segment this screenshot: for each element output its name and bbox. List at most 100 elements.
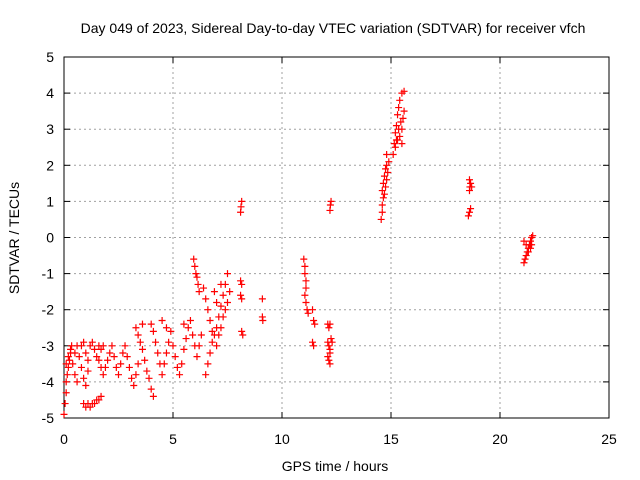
data-point <box>325 356 333 364</box>
data-point <box>99 371 107 379</box>
data-point <box>112 363 120 371</box>
data-point <box>86 403 94 411</box>
data-point <box>237 277 245 285</box>
data-point <box>77 363 85 371</box>
data-point <box>99 342 107 350</box>
data-point <box>171 353 179 361</box>
data-point <box>522 252 530 260</box>
data-point <box>152 338 160 346</box>
data-point <box>61 400 69 408</box>
data-point <box>392 122 400 130</box>
data-point <box>125 363 133 371</box>
data-point <box>62 389 70 397</box>
data-point <box>106 349 114 357</box>
data-point <box>84 367 92 375</box>
data-point <box>141 356 149 364</box>
data-point <box>82 349 90 357</box>
x-tick-label: 20 <box>492 431 508 447</box>
data-point <box>154 349 162 357</box>
data-point <box>383 161 391 169</box>
data-point <box>224 298 231 306</box>
data-point <box>311 320 319 328</box>
data-point <box>160 360 168 368</box>
data-point <box>110 353 118 361</box>
data-point <box>520 237 528 245</box>
data-point <box>527 237 535 245</box>
data-point <box>86 342 94 350</box>
data-point <box>301 291 309 299</box>
data-point <box>465 176 473 184</box>
data-point <box>134 360 142 368</box>
data-point <box>226 288 234 296</box>
data-point <box>379 194 387 202</box>
data-point <box>213 342 221 350</box>
data-point <box>210 288 218 296</box>
y-tick-label: -1 <box>42 266 55 282</box>
data-point <box>301 262 309 270</box>
data-point <box>238 295 246 303</box>
data-point <box>184 324 192 332</box>
x-axis-label: GPS time / hours <box>282 458 389 474</box>
data-point <box>123 353 131 361</box>
y-tick-label: 2 <box>46 157 54 173</box>
data-point <box>134 331 142 339</box>
data-point <box>132 324 140 332</box>
data-point <box>237 203 245 211</box>
data-point <box>75 353 83 361</box>
data-point <box>149 392 157 400</box>
data-point <box>309 338 317 346</box>
data-point <box>528 241 536 249</box>
data-point <box>206 349 214 357</box>
data-point <box>117 360 125 368</box>
data-point <box>224 270 231 278</box>
data-point <box>195 342 203 350</box>
data-point <box>327 197 335 205</box>
y-axis-label: SDTVAR / TECUs <box>6 182 22 294</box>
data-point <box>115 371 122 379</box>
data-point <box>193 353 201 361</box>
data-point <box>162 349 170 357</box>
data-points <box>60 87 537 418</box>
data-point <box>259 317 267 325</box>
data-point <box>397 118 405 126</box>
data-point <box>138 320 146 328</box>
data-point <box>193 273 201 281</box>
data-point <box>69 360 77 368</box>
data-point <box>180 320 188 328</box>
data-point <box>204 306 212 314</box>
data-point <box>468 183 476 191</box>
data-point <box>383 176 391 184</box>
data-point <box>520 259 528 267</box>
data-point <box>191 262 199 270</box>
data-point <box>390 140 398 148</box>
data-point <box>149 327 157 335</box>
data-point <box>302 298 310 306</box>
data-point <box>324 353 332 361</box>
data-point <box>217 302 225 310</box>
data-point <box>93 353 101 361</box>
data-point <box>302 277 310 285</box>
data-point <box>97 392 105 400</box>
data-point <box>396 132 404 140</box>
data-point <box>158 317 166 325</box>
data-point <box>328 338 336 346</box>
data-point <box>383 150 391 158</box>
data-point <box>158 371 166 379</box>
data-point <box>378 201 386 209</box>
data-point <box>302 284 310 292</box>
data-point <box>104 356 112 364</box>
data-point <box>219 313 227 321</box>
data-point <box>97 345 105 353</box>
data-point <box>165 338 173 346</box>
y-tick-label: -2 <box>42 302 55 318</box>
data-point <box>392 136 400 144</box>
data-point <box>82 382 90 390</box>
data-point <box>128 374 136 382</box>
data-point <box>77 342 85 350</box>
data-point <box>64 363 72 371</box>
data-point <box>385 158 393 166</box>
data-point <box>186 317 194 325</box>
data-point <box>395 104 403 112</box>
data-point <box>132 371 140 379</box>
grid-layer <box>64 57 609 418</box>
